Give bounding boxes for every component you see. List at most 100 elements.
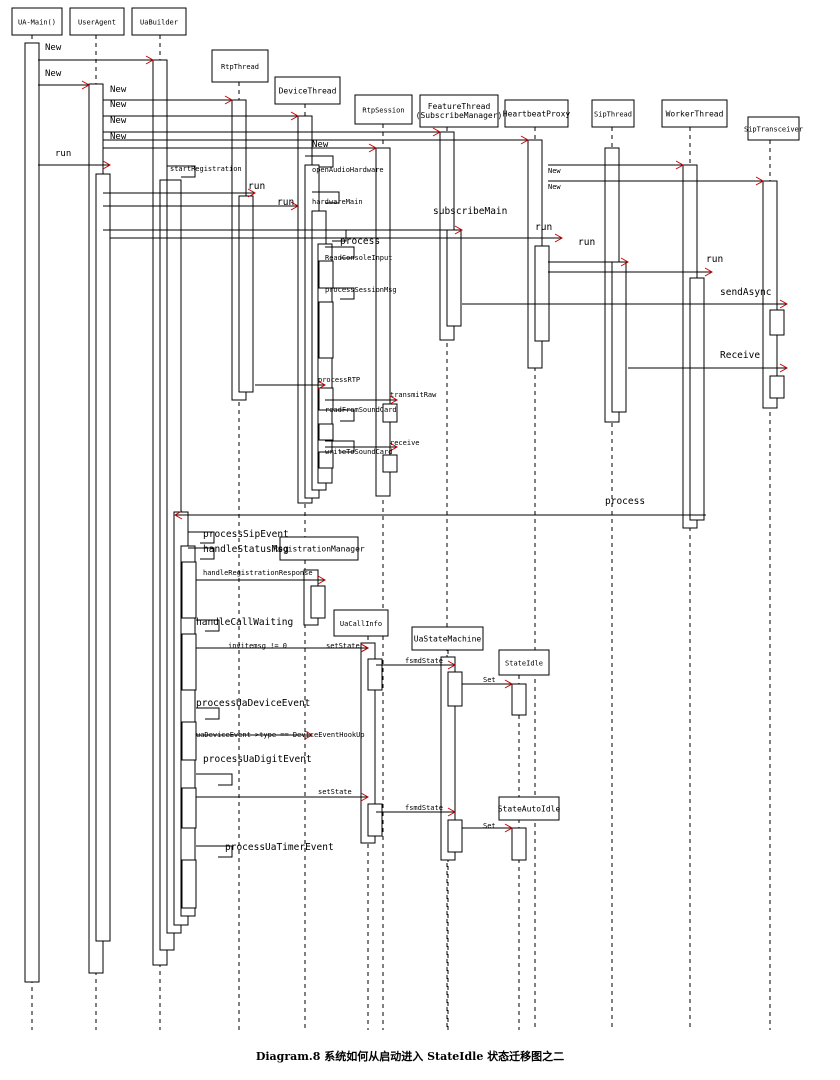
message-label: fsmdState <box>405 657 443 665</box>
participant-label: RegistrationManager <box>273 545 365 554</box>
participant-box <box>69 7 125 36</box>
message-label: New <box>312 140 329 150</box>
message-label: New <box>548 183 561 191</box>
activation <box>689 277 705 521</box>
message-label: subscribeMain <box>433 206 507 217</box>
participant-box <box>274 76 341 105</box>
self-message <box>325 409 355 422</box>
activation <box>511 827 527 861</box>
participant-label: UaStateMachine <box>414 635 482 644</box>
message-label: processUaTimerEvent <box>225 842 334 853</box>
participant-box <box>747 116 800 141</box>
message-label: hardwareMain <box>312 198 363 206</box>
activation <box>367 803 383 837</box>
self-message <box>188 547 215 560</box>
message-label: setState <box>318 788 352 796</box>
message-label: receive <box>390 439 420 447</box>
message-label: Set <box>483 822 496 830</box>
participant-label: SipThread <box>594 111 632 119</box>
arrowhead <box>290 201 300 211</box>
message-label: processSessionMsg <box>325 286 397 294</box>
arrowhead <box>145 55 155 65</box>
participant-label: UA-Main() <box>18 19 56 27</box>
participant-label: HeartbeatProxy <box>503 110 571 119</box>
message-label: transmitRaw <box>390 391 437 399</box>
arrowhead <box>317 575 327 585</box>
message-label: New <box>110 116 127 126</box>
participant-label: UserAgent <box>78 19 116 27</box>
activation <box>534 245 550 342</box>
arrowhead <box>675 160 685 170</box>
activation <box>181 859 197 909</box>
arrowhead <box>389 395 399 405</box>
activation <box>238 195 254 393</box>
activation <box>181 561 197 619</box>
activation <box>310 585 326 619</box>
message-label: Set <box>483 676 496 684</box>
message-label: ReadConsoleInput <box>325 254 392 262</box>
activation <box>511 683 527 716</box>
participant-label: UaCallInfo <box>340 620 382 628</box>
activation <box>382 454 398 473</box>
self-message <box>196 845 233 858</box>
participant-label: UaBuilder <box>140 19 178 27</box>
arrowhead <box>247 188 257 198</box>
message-label: run <box>55 149 71 159</box>
arrowhead <box>554 233 564 243</box>
participant-box <box>411 626 484 651</box>
self-message <box>312 191 340 204</box>
message-label: New <box>110 132 127 142</box>
message-label: writeToSoundCard <box>325 448 392 456</box>
message-label: startRegistration <box>170 165 242 173</box>
activation <box>762 180 778 409</box>
activation <box>24 42 40 983</box>
activation <box>318 451 334 469</box>
arrowhead <box>389 442 399 452</box>
participant-label: RtpThread <box>221 63 259 71</box>
message-label: New <box>110 85 127 95</box>
self-message <box>325 287 355 300</box>
participant-label: RtpSession <box>362 107 404 115</box>
arrowhead <box>368 143 378 153</box>
message-label: processSipEvent <box>203 529 289 540</box>
self-message <box>196 619 220 632</box>
arrowhead <box>432 127 442 137</box>
participant-label: FeatureThread (SubscribeManager) <box>416 102 503 120</box>
participant-box <box>333 609 389 637</box>
message-label: process <box>340 236 380 247</box>
self-message <box>305 155 334 168</box>
caption: Diagram.8 系统如何从启动进入 StateIdle 状态迁移图之二 <box>256 1049 564 1063</box>
arrowhead <box>173 510 183 520</box>
activation <box>447 819 463 853</box>
participant-label: WorkerThread <box>666 110 724 119</box>
participant-box <box>131 7 187 36</box>
arrowhead <box>102 160 112 170</box>
arrowhead <box>520 135 530 145</box>
participant-label: SipTransceiver <box>744 126 803 134</box>
participant-box <box>591 99 635 128</box>
self-message <box>318 229 347 242</box>
arrowhead <box>224 95 234 105</box>
activation <box>611 261 627 413</box>
participant-box <box>354 94 413 125</box>
arrowhead <box>447 807 457 817</box>
arrowhead <box>317 380 327 390</box>
message-label: New <box>110 100 127 110</box>
message-label: run <box>277 197 294 208</box>
message-label: New <box>45 69 62 79</box>
arrowhead <box>504 679 514 689</box>
self-message <box>325 246 355 259</box>
participant-label: StateAutoIdle <box>498 805 561 814</box>
arrowhead <box>360 643 370 653</box>
arrowhead <box>779 363 789 373</box>
activation <box>446 229 462 327</box>
message-label: processUaDigitEvent <box>203 754 312 765</box>
activation <box>318 260 334 289</box>
arrowhead <box>779 299 789 309</box>
message-label: openAudioHardware <box>312 166 384 174</box>
arrowhead <box>504 823 514 833</box>
message-label: run <box>578 237 595 248</box>
participant-label: DeviceThread <box>279 87 337 96</box>
participant-box <box>11 7 63 36</box>
activation <box>447 671 463 707</box>
